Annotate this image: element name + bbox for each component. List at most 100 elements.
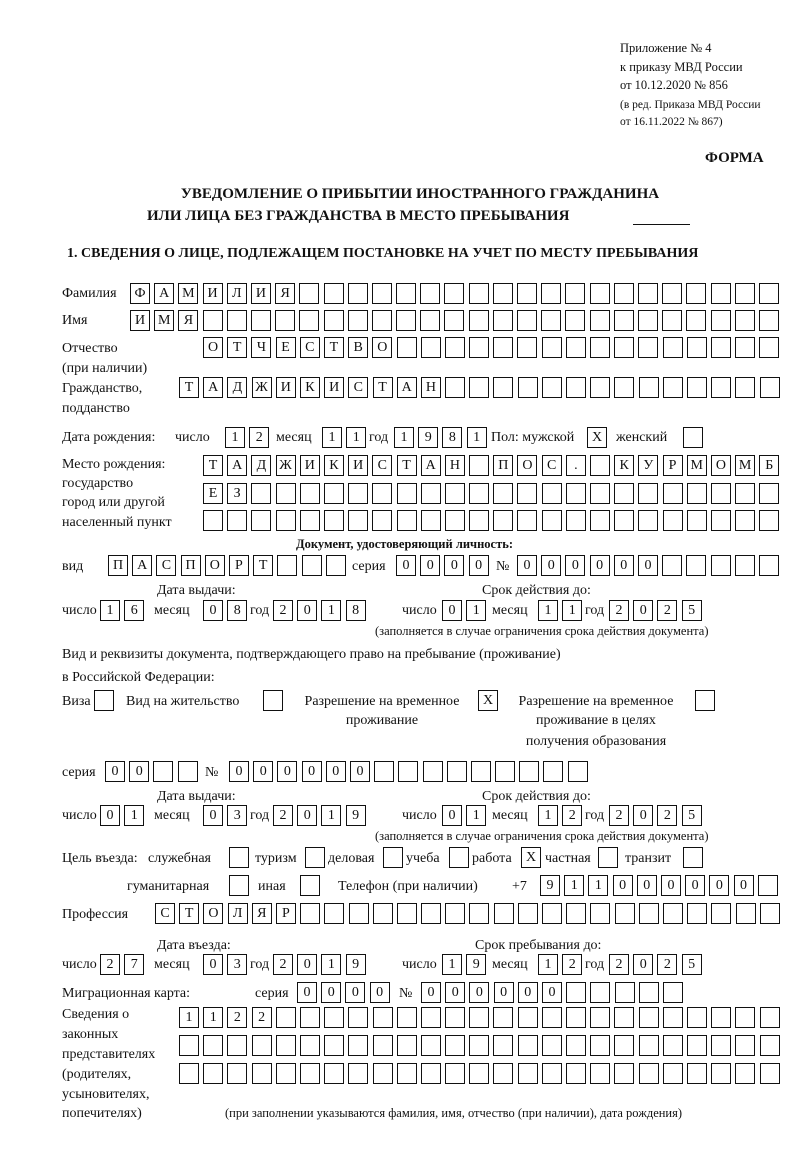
char-cell[interactable]: 0 [349,761,370,782]
char-cell[interactable] [203,1063,224,1084]
char-cell[interactable] [541,283,562,304]
char-cell[interactable] [590,483,610,504]
char-cell[interactable] [469,1007,490,1028]
char-cell[interactable]: Ч [251,337,272,358]
sex-male-checkbox[interactable]: X [587,427,611,449]
char-cell[interactable]: 8 [345,600,366,621]
char-cell[interactable]: Ф [130,283,150,304]
char-cell[interactable]: А [396,377,417,398]
char-cell[interactable] [374,761,395,782]
char-cell[interactable]: И [324,377,345,398]
char-cell[interactable] [758,555,779,576]
char-cell[interactable] [469,1035,490,1056]
char-cell[interactable]: 1 [442,954,462,975]
char-cell[interactable] [444,283,465,304]
char-cell[interactable]: 0 [469,982,490,1003]
char-cell[interactable]: Н [420,377,441,398]
char-cell[interactable] [710,510,731,531]
char-cell[interactable]: 0 [589,555,610,576]
char-cell[interactable] [638,982,659,1003]
char-cell[interactable] [468,310,489,331]
purpose-transit-checkbox[interactable] [683,847,707,869]
char-cell[interactable]: О [203,337,223,358]
char-cell[interactable]: И [130,310,150,331]
char-cell[interactable] [662,337,683,358]
char-cell[interactable] [710,283,731,304]
char-cell[interactable]: К [614,455,635,476]
char-cell[interactable] [227,1063,248,1084]
char-cell[interactable] [614,483,635,504]
char-cell[interactable] [710,310,731,331]
char-cell[interactable] [710,483,731,504]
char-cell[interactable] [420,283,441,304]
char-cell[interactable]: 2 [273,805,293,826]
char-cell[interactable] [662,1007,683,1028]
char-cell[interactable]: 0 [541,555,562,576]
char-cell[interactable]: Д [251,455,272,476]
char-cell[interactable]: З [227,483,248,504]
char-cell[interactable] [275,510,296,531]
char-cell[interactable] [446,761,467,782]
char-cell[interactable] [566,903,587,924]
char-cell[interactable]: Е [203,483,223,504]
residence-permit-checkbox[interactable] [263,690,287,712]
char-cell[interactable]: Н [444,455,465,476]
char-cell[interactable] [348,1035,369,1056]
char-cell[interactable] [493,1063,514,1084]
char-cell[interactable]: 0 [297,982,317,1003]
char-cell[interactable]: 0 [297,600,318,621]
char-cell[interactable] [517,377,538,398]
char-cell[interactable] [420,1035,441,1056]
char-cell[interactable] [493,377,514,398]
char-cell[interactable] [324,903,345,924]
char-cell[interactable] [325,555,346,576]
legal-reps-field-3[interactable] [179,1063,784,1085]
char-cell[interactable] [543,761,564,782]
char-cell[interactable] [470,761,491,782]
char-cell[interactable]: 2 [657,600,678,621]
char-cell[interactable]: 3 [227,954,248,975]
char-cell[interactable] [323,510,344,531]
char-cell[interactable] [469,1063,490,1084]
char-cell[interactable]: 1 [538,600,558,621]
char-cell[interactable]: М [735,455,756,476]
char-cell[interactable] [421,903,442,924]
char-cell[interactable] [493,483,514,504]
char-cell[interactable] [590,1007,611,1028]
char-cell[interactable] [759,1007,780,1028]
char-cell[interactable]: О [710,455,731,476]
char-cell[interactable] [613,283,634,304]
char-cell[interactable] [541,483,562,504]
char-cell[interactable] [541,1063,562,1084]
char-cell[interactable]: А [132,555,153,576]
char-cell[interactable]: 0 [565,555,586,576]
char-cell[interactable] [758,283,779,304]
char-cell[interactable] [396,283,417,304]
char-cell[interactable]: 2 [251,1007,272,1028]
char-cell[interactable]: Б [759,455,780,476]
char-cell[interactable] [686,377,707,398]
char-cell[interactable] [396,337,417,358]
char-cell[interactable] [492,310,513,331]
char-cell[interactable] [420,337,441,358]
char-cell[interactable] [372,510,393,531]
birthplace-field-3[interactable] [203,510,784,532]
char-cell[interactable]: О [203,903,224,924]
char-cell[interactable] [348,1063,369,1084]
purpose-private-checkbox[interactable] [598,847,622,869]
char-cell[interactable]: И [299,455,320,476]
char-cell[interactable] [637,310,658,331]
char-cell[interactable] [251,1035,272,1056]
char-cell[interactable]: 0 [468,555,489,576]
char-cell[interactable]: 0 [396,555,416,576]
char-cell[interactable]: 2 [609,600,629,621]
char-cell[interactable] [590,377,611,398]
char-cell[interactable] [759,510,780,531]
